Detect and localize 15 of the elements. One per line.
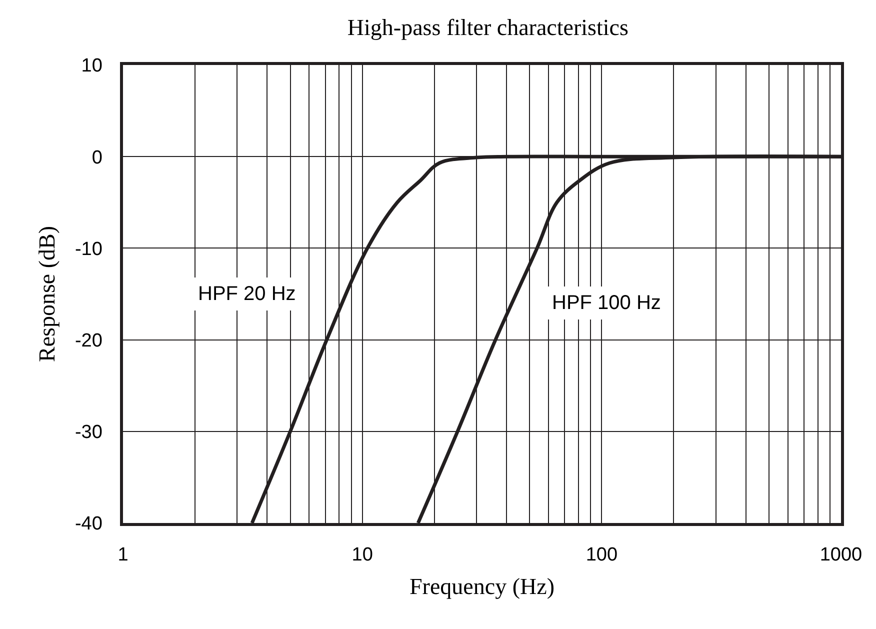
text: HPF 20 Hz	[198, 283, 296, 305]
y-tick-label: -30	[74, 422, 102, 444]
x-tick-label: 100	[586, 544, 618, 566]
x-tick-label: 1	[118, 544, 128, 566]
series-label: HPF 100 Hz	[552, 292, 661, 314]
y-tick-label: -40	[74, 514, 102, 535]
x-axis-title: Frequency (Hz)	[410, 574, 554, 600]
x-tick-label: 1000	[820, 544, 862, 566]
y-axis-title: Response (dB)	[34, 226, 60, 362]
y-tick-label: 0	[92, 147, 102, 168]
x-tick-label: 10	[352, 544, 373, 566]
y-tick-label: 10	[81, 56, 102, 77]
chart-title: High-pass filter characteristics	[347, 14, 628, 40]
y-tick-label: -10	[74, 238, 102, 260]
y-tick-label: -20	[74, 330, 102, 352]
